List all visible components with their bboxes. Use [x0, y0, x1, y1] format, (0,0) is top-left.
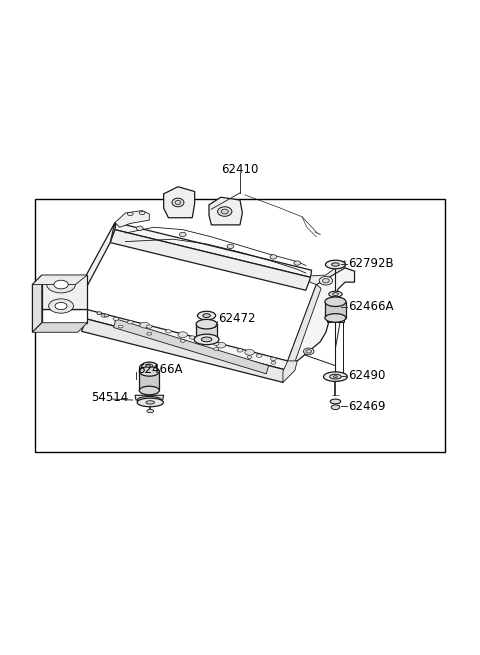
Ellipse shape: [48, 299, 73, 313]
Ellipse shape: [180, 233, 186, 236]
Ellipse shape: [325, 297, 346, 307]
Polygon shape: [42, 275, 87, 309]
Ellipse shape: [303, 348, 314, 355]
Ellipse shape: [137, 398, 163, 407]
Ellipse shape: [118, 325, 123, 328]
Ellipse shape: [142, 362, 157, 369]
Ellipse shape: [247, 356, 252, 358]
Ellipse shape: [325, 314, 346, 322]
Ellipse shape: [271, 362, 276, 364]
Ellipse shape: [198, 311, 216, 320]
Ellipse shape: [294, 261, 300, 265]
Text: 62466A: 62466A: [348, 300, 394, 313]
Ellipse shape: [306, 350, 312, 353]
Polygon shape: [42, 309, 87, 323]
Ellipse shape: [245, 350, 254, 355]
Polygon shape: [33, 323, 87, 332]
Polygon shape: [196, 324, 217, 339]
Ellipse shape: [172, 198, 184, 207]
Text: 62410: 62410: [221, 163, 259, 176]
Ellipse shape: [101, 314, 107, 317]
Ellipse shape: [175, 200, 181, 204]
Ellipse shape: [127, 320, 133, 324]
Ellipse shape: [104, 314, 109, 317]
Polygon shape: [110, 230, 311, 290]
Ellipse shape: [147, 332, 152, 335]
Ellipse shape: [97, 312, 102, 314]
Bar: [35, 198, 445, 451]
Polygon shape: [283, 361, 297, 383]
Ellipse shape: [256, 354, 262, 358]
Ellipse shape: [47, 276, 75, 293]
Polygon shape: [82, 319, 288, 383]
Polygon shape: [115, 223, 312, 277]
Ellipse shape: [329, 291, 342, 297]
Text: 62490: 62490: [348, 369, 386, 383]
Ellipse shape: [127, 212, 133, 215]
Ellipse shape: [147, 409, 154, 413]
Ellipse shape: [325, 260, 346, 269]
Ellipse shape: [146, 325, 152, 328]
Text: 62792B: 62792B: [348, 257, 394, 270]
Text: 62466A: 62466A: [137, 363, 183, 376]
Text: 62472: 62472: [218, 312, 256, 326]
Ellipse shape: [139, 386, 159, 395]
Polygon shape: [288, 268, 355, 361]
Ellipse shape: [237, 348, 243, 352]
Ellipse shape: [146, 401, 155, 404]
Ellipse shape: [203, 314, 210, 318]
Ellipse shape: [137, 396, 161, 403]
Ellipse shape: [140, 322, 149, 328]
Ellipse shape: [55, 303, 67, 310]
Ellipse shape: [227, 244, 234, 248]
Ellipse shape: [217, 207, 232, 216]
Ellipse shape: [330, 306, 336, 309]
Ellipse shape: [213, 342, 219, 345]
Ellipse shape: [271, 358, 276, 361]
Ellipse shape: [190, 336, 195, 339]
Ellipse shape: [334, 376, 337, 378]
Ellipse shape: [328, 304, 338, 310]
Ellipse shape: [324, 372, 348, 381]
Text: 54514: 54514: [91, 391, 128, 404]
Ellipse shape: [146, 364, 153, 367]
Polygon shape: [86, 309, 288, 371]
Ellipse shape: [330, 399, 341, 404]
Polygon shape: [209, 197, 242, 225]
Polygon shape: [33, 275, 87, 284]
Polygon shape: [325, 302, 346, 318]
Ellipse shape: [319, 276, 333, 285]
Text: 62469: 62469: [348, 400, 386, 413]
Polygon shape: [310, 261, 345, 284]
Ellipse shape: [194, 334, 219, 345]
Polygon shape: [139, 371, 159, 390]
Ellipse shape: [333, 293, 338, 295]
Ellipse shape: [330, 374, 341, 379]
Polygon shape: [288, 284, 321, 365]
Ellipse shape: [332, 263, 339, 266]
Polygon shape: [115, 210, 149, 227]
Ellipse shape: [216, 343, 226, 348]
Ellipse shape: [139, 367, 159, 376]
Ellipse shape: [323, 278, 329, 283]
Ellipse shape: [270, 255, 277, 259]
Polygon shape: [164, 187, 195, 217]
Ellipse shape: [214, 348, 218, 350]
Ellipse shape: [201, 337, 212, 342]
Ellipse shape: [54, 280, 68, 289]
Ellipse shape: [139, 212, 145, 215]
Polygon shape: [82, 223, 115, 297]
Polygon shape: [135, 395, 164, 400]
Ellipse shape: [166, 329, 171, 333]
Ellipse shape: [180, 339, 185, 343]
Ellipse shape: [196, 320, 217, 329]
Ellipse shape: [221, 209, 228, 214]
Ellipse shape: [178, 332, 188, 337]
Polygon shape: [327, 318, 344, 322]
Ellipse shape: [331, 405, 340, 409]
Ellipse shape: [113, 317, 119, 320]
Ellipse shape: [136, 226, 143, 231]
Polygon shape: [114, 319, 269, 374]
Polygon shape: [33, 275, 42, 332]
